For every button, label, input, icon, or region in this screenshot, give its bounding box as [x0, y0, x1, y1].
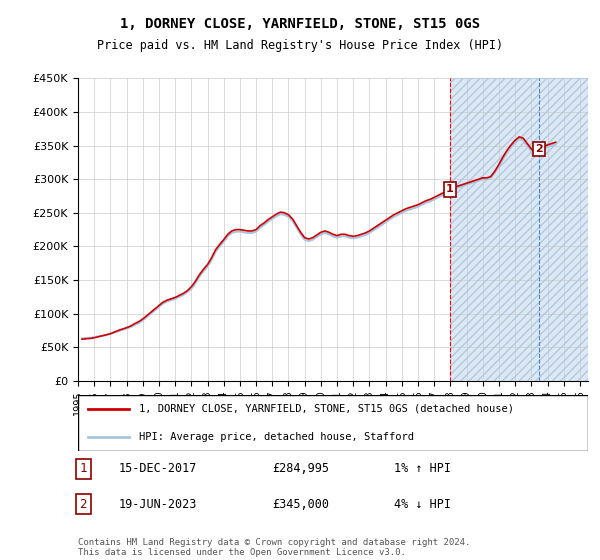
Text: £345,000: £345,000	[272, 497, 329, 511]
Text: 1, DORNEY CLOSE, YARNFIELD, STONE, ST15 0GS (detached house): 1, DORNEY CLOSE, YARNFIELD, STONE, ST15 …	[139, 404, 514, 414]
Text: HPI: Average price, detached house, Stafford: HPI: Average price, detached house, Staf…	[139, 432, 414, 442]
Text: 2: 2	[79, 497, 87, 511]
FancyBboxPatch shape	[78, 395, 588, 451]
Text: Contains HM Land Registry data © Crown copyright and database right 2024.
This d: Contains HM Land Registry data © Crown c…	[78, 538, 470, 557]
Text: 1, DORNEY CLOSE, YARNFIELD, STONE, ST15 0GS: 1, DORNEY CLOSE, YARNFIELD, STONE, ST15 …	[120, 17, 480, 31]
Text: Price paid vs. HM Land Registry's House Price Index (HPI): Price paid vs. HM Land Registry's House …	[97, 39, 503, 52]
Text: 15-DEC-2017: 15-DEC-2017	[119, 463, 197, 475]
Text: 19-JUN-2023: 19-JUN-2023	[119, 497, 197, 511]
Text: 4% ↓ HPI: 4% ↓ HPI	[394, 497, 451, 511]
Text: 1% ↑ HPI: 1% ↑ HPI	[394, 463, 451, 475]
Text: 2: 2	[535, 144, 542, 154]
Text: 1: 1	[79, 463, 87, 475]
Bar	[451, 78, 588, 381]
Text: £284,995: £284,995	[272, 463, 329, 475]
Bar	[451, 78, 588, 381]
Text: 1: 1	[446, 184, 454, 194]
